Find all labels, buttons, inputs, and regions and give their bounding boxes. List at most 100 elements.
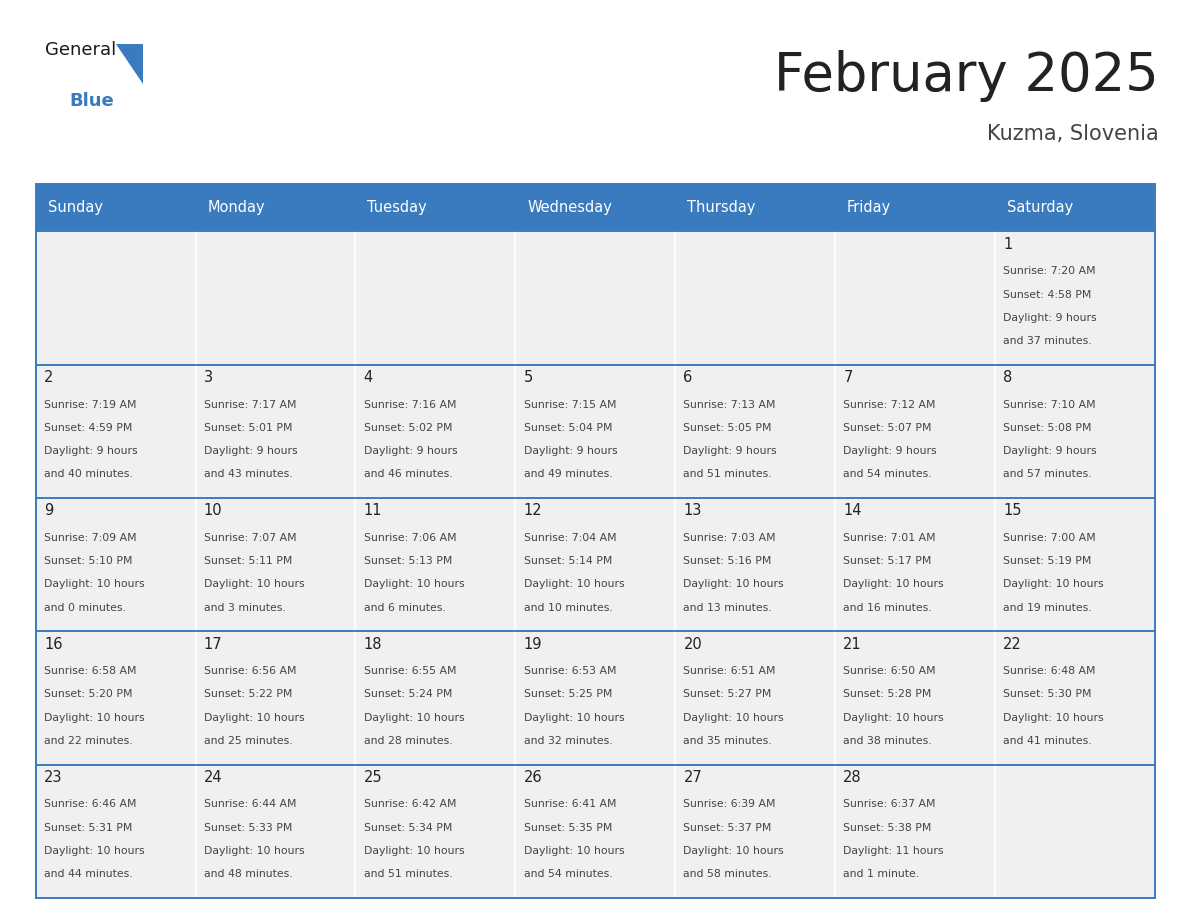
Text: Sunset: 5:28 PM: Sunset: 5:28 PM: [843, 689, 931, 700]
Text: Sunset: 5:13 PM: Sunset: 5:13 PM: [364, 556, 453, 566]
Text: and 6 minutes.: and 6 minutes.: [364, 603, 446, 613]
Bar: [994, 498, 1155, 632]
Text: and 51 minutes.: and 51 minutes.: [683, 469, 772, 479]
Bar: [516, 498, 675, 632]
Text: Sunrise: 7:00 AM: Sunrise: 7:00 AM: [1003, 532, 1097, 543]
Text: 9: 9: [44, 503, 53, 519]
Text: Sunrise: 7:04 AM: Sunrise: 7:04 AM: [524, 532, 617, 543]
Bar: [196, 632, 355, 765]
Bar: [835, 184, 994, 231]
Text: Daylight: 10 hours: Daylight: 10 hours: [524, 579, 624, 589]
Text: Daylight: 10 hours: Daylight: 10 hours: [843, 712, 944, 722]
Text: and 43 minutes.: and 43 minutes.: [204, 469, 292, 479]
Text: Sunrise: 7:17 AM: Sunrise: 7:17 AM: [204, 399, 296, 409]
Text: 7: 7: [843, 370, 853, 386]
Text: and 16 minutes.: and 16 minutes.: [843, 603, 931, 613]
Text: 2: 2: [44, 370, 53, 386]
Text: Friday: Friday: [847, 200, 891, 215]
Text: and 40 minutes.: and 40 minutes.: [44, 469, 133, 479]
Text: and 25 minutes.: and 25 minutes.: [204, 736, 292, 746]
Bar: [675, 231, 835, 364]
Text: 24: 24: [204, 770, 222, 785]
Text: and 32 minutes.: and 32 minutes.: [524, 736, 612, 746]
Text: Sunset: 5:07 PM: Sunset: 5:07 PM: [843, 423, 931, 433]
Text: Sunset: 5:30 PM: Sunset: 5:30 PM: [1003, 689, 1092, 700]
Text: and 19 minutes.: and 19 minutes.: [1003, 603, 1092, 613]
Text: Daylight: 10 hours: Daylight: 10 hours: [44, 579, 145, 589]
Text: Sunrise: 7:13 AM: Sunrise: 7:13 AM: [683, 399, 776, 409]
Bar: [994, 184, 1155, 231]
Text: Sunset: 5:04 PM: Sunset: 5:04 PM: [524, 423, 612, 433]
Bar: [835, 498, 994, 632]
Text: Daylight: 10 hours: Daylight: 10 hours: [364, 712, 465, 722]
Text: and 0 minutes.: and 0 minutes.: [44, 603, 126, 613]
Text: Daylight: 9 hours: Daylight: 9 hours: [524, 446, 618, 456]
Text: Kuzma, Slovenia: Kuzma, Slovenia: [986, 124, 1158, 144]
Text: Sunrise: 6:48 AM: Sunrise: 6:48 AM: [1003, 666, 1095, 676]
Text: 21: 21: [843, 637, 862, 652]
Text: 5: 5: [524, 370, 533, 386]
Text: Daylight: 9 hours: Daylight: 9 hours: [364, 446, 457, 456]
Polygon shape: [116, 44, 143, 84]
Bar: [355, 364, 516, 498]
Bar: [675, 498, 835, 632]
Text: Daylight: 10 hours: Daylight: 10 hours: [843, 579, 944, 589]
Text: Sunrise: 7:15 AM: Sunrise: 7:15 AM: [524, 399, 617, 409]
Text: Daylight: 9 hours: Daylight: 9 hours: [1003, 446, 1097, 456]
Text: 4: 4: [364, 370, 373, 386]
Text: and 10 minutes.: and 10 minutes.: [524, 603, 612, 613]
Bar: [675, 184, 835, 231]
Bar: [36, 498, 196, 632]
Text: Saturday: Saturday: [1006, 200, 1073, 215]
Text: Sunset: 5:37 PM: Sunset: 5:37 PM: [683, 823, 772, 833]
Text: Daylight: 10 hours: Daylight: 10 hours: [683, 579, 784, 589]
Text: 8: 8: [1003, 370, 1012, 386]
Text: Sunrise: 7:01 AM: Sunrise: 7:01 AM: [843, 532, 936, 543]
Text: 19: 19: [524, 637, 542, 652]
Text: Sunset: 5:17 PM: Sunset: 5:17 PM: [843, 556, 931, 566]
Text: and 57 minutes.: and 57 minutes.: [1003, 469, 1092, 479]
Bar: [196, 765, 355, 898]
Text: 18: 18: [364, 637, 383, 652]
Text: 20: 20: [683, 637, 702, 652]
Text: 11: 11: [364, 503, 383, 519]
Text: Sunrise: 6:50 AM: Sunrise: 6:50 AM: [843, 666, 936, 676]
Text: 15: 15: [1003, 503, 1022, 519]
Text: Daylight: 10 hours: Daylight: 10 hours: [364, 846, 465, 856]
Text: 25: 25: [364, 770, 383, 785]
Text: Sunset: 5:14 PM: Sunset: 5:14 PM: [524, 556, 612, 566]
Bar: [675, 765, 835, 898]
Text: Daylight: 9 hours: Daylight: 9 hours: [204, 446, 297, 456]
Text: Sunrise: 7:09 AM: Sunrise: 7:09 AM: [44, 532, 137, 543]
Text: 26: 26: [524, 770, 542, 785]
Bar: [36, 184, 196, 231]
Bar: [994, 765, 1155, 898]
Text: Sunset: 5:02 PM: Sunset: 5:02 PM: [364, 423, 453, 433]
Text: Sunset: 5:35 PM: Sunset: 5:35 PM: [524, 823, 612, 833]
Bar: [196, 364, 355, 498]
Text: and 35 minutes.: and 35 minutes.: [683, 736, 772, 746]
Text: Sunrise: 6:42 AM: Sunrise: 6:42 AM: [364, 800, 456, 810]
Text: Daylight: 9 hours: Daylight: 9 hours: [44, 446, 138, 456]
Text: Daylight: 10 hours: Daylight: 10 hours: [44, 712, 145, 722]
Text: Sunset: 5:01 PM: Sunset: 5:01 PM: [204, 423, 292, 433]
Text: Daylight: 10 hours: Daylight: 10 hours: [44, 846, 145, 856]
Text: Sunday: Sunday: [48, 200, 102, 215]
Text: and 49 minutes.: and 49 minutes.: [524, 469, 612, 479]
Text: 23: 23: [44, 770, 63, 785]
Text: Sunset: 5:27 PM: Sunset: 5:27 PM: [683, 689, 772, 700]
Text: Sunset: 4:58 PM: Sunset: 4:58 PM: [1003, 289, 1092, 299]
Text: Sunrise: 6:55 AM: Sunrise: 6:55 AM: [364, 666, 456, 676]
Text: Sunset: 5:31 PM: Sunset: 5:31 PM: [44, 823, 132, 833]
Text: and 37 minutes.: and 37 minutes.: [1003, 336, 1092, 346]
Text: Sunrise: 6:44 AM: Sunrise: 6:44 AM: [204, 800, 296, 810]
Bar: [835, 765, 994, 898]
Bar: [994, 632, 1155, 765]
Text: 13: 13: [683, 503, 702, 519]
Text: and 44 minutes.: and 44 minutes.: [44, 869, 133, 879]
Text: and 22 minutes.: and 22 minutes.: [44, 736, 133, 746]
Bar: [355, 765, 516, 898]
Text: Sunrise: 7:07 AM: Sunrise: 7:07 AM: [204, 532, 297, 543]
Text: Sunset: 5:22 PM: Sunset: 5:22 PM: [204, 689, 292, 700]
Bar: [675, 364, 835, 498]
